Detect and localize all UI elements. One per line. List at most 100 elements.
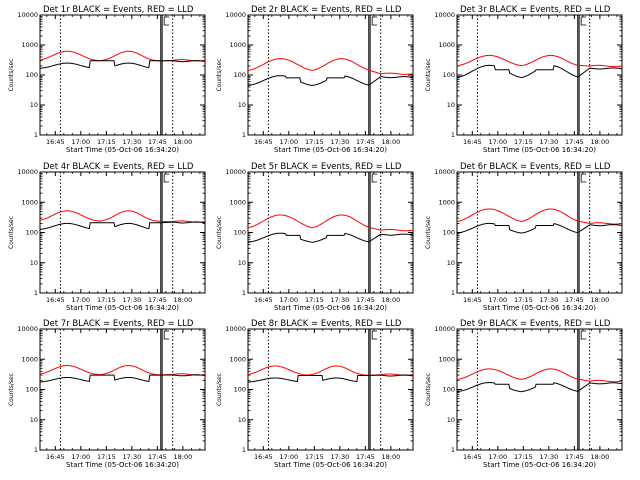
x-tick-label: 17:00 [71,296,90,304]
plot-frame [247,328,414,451]
x-tick-label: 17:15 [97,296,116,304]
x-tick-label: 18:00 [591,296,610,304]
y-tick-label: 10 [30,101,38,109]
x-tick-label: 16:45 [254,138,273,146]
marker-bracket [580,173,587,183]
panel-title: Det 5r BLACK = Events, RED = LLD [251,162,402,172]
x-axis-label: Start Time (05-Oct-06 16:34:20) [274,146,387,154]
x-tick-label: 17:45 [565,138,584,146]
series-events-line [456,64,623,79]
y-tick-label: 100 [26,71,38,79]
y-axis-label: Counts/sec [8,373,15,406]
y-tick-label: 10000 [434,11,455,19]
y-tick-label: 1 [242,446,246,454]
series-events-line [247,232,414,243]
panel-1: Det 1r BLACK = Events, RED = LLD 1 10 100 10… [8,5,206,154]
x-tick-label: 18:00 [382,296,401,304]
y-tick-label: 1000 [438,41,455,49]
x-tick-label: 16:45 [46,138,65,146]
series-events-line [247,75,414,86]
series-events-line [39,60,206,69]
y-tick-label: 10 [447,259,455,267]
y-tick-label: 1000 [229,198,246,206]
series-lld-line [247,214,414,232]
y-tick-label: 10000 [17,325,38,333]
y-tick-label: 10000 [434,325,455,333]
y-tick-label: 100 [26,229,38,237]
panel-title: Det 7r BLACK = Events, RED = LLD [43,319,194,329]
panel-7: Det 7r BLACK = Events, RED = LLD 1 10 100 10… [8,319,206,469]
series-events-line [456,382,623,393]
panel-title: Det 1r BLACK = Events, RED = LLD [43,5,194,15]
marker-bracket [371,173,378,183]
x-axis-label: Start Time (05-Oct-06 16:34:20) [483,461,596,469]
panel-3: Det 3r BLACK = Events, RED = LLD 1 10 100 10… [425,5,623,154]
y-tick-label: 100 [26,386,38,394]
marker-bracket [163,330,170,340]
x-tick-label: 16:45 [46,296,65,304]
y-tick-label: 10 [30,416,38,424]
x-tick-label: 17:45 [148,138,167,146]
y-tick-label: 10 [447,101,455,109]
y-tick-label: 1 [34,131,38,139]
y-tick-label: 10 [238,101,246,109]
marker-bracket [580,16,587,26]
x-tick-label: 16:45 [463,296,482,304]
y-axis-label: Counts/sec [8,58,15,91]
x-tick-label: 17:45 [356,453,375,461]
x-tick-label: 17:30 [539,296,558,304]
x-tick-label: 17:00 [488,453,507,461]
x-tick-label: 17:00 [71,453,90,461]
x-tick-label: 18:00 [174,296,193,304]
y-tick-label: 100 [234,386,246,394]
plot-frame [456,171,623,294]
x-tick-label: 17:15 [514,138,533,146]
y-tick-label: 10 [238,259,246,267]
y-axis-label: Counts/sec [216,373,223,406]
series-lld-line [39,364,206,376]
x-tick-label: 17:15 [305,138,324,146]
y-tick-label: 10000 [17,168,38,176]
x-tick-label: 17:45 [565,453,584,461]
y-tick-label: 100 [234,71,246,79]
x-tick-label: 18:00 [591,453,610,461]
plot-frame [39,14,206,136]
y-tick-label: 1 [451,446,455,454]
x-tick-label: 18:00 [174,138,193,146]
y-tick-label: 10 [30,259,38,267]
x-axis-label: Start Time (05-Oct-06 16:34:20) [483,146,596,154]
x-axis-label: Start Time (05-Oct-06 16:34:20) [66,304,179,312]
marker-bracket [580,330,587,340]
y-tick-label: 100 [443,386,455,394]
y-axis-label: Counts/sec [8,216,15,249]
plot-frame [247,171,414,294]
panel-title: Det 4r BLACK = Events, RED = LLD [43,162,194,172]
x-tick-label: 17:00 [279,138,298,146]
y-tick-label: 10000 [434,168,455,176]
x-tick-label: 17:45 [148,453,167,461]
y-tick-label: 10000 [17,11,38,19]
panel-2: Det 2r BLACK = Events, RED = LLD 1 10 100 10… [216,5,414,154]
panel-6: Det 6r BLACK = Events, RED = LLD 1 10 100 10… [425,162,623,312]
x-tick-label: 17:30 [330,296,349,304]
y-tick-label: 1000 [229,355,246,363]
x-axis-label: Start Time (05-Oct-06 16:34:20) [66,146,179,154]
x-tick-label: 16:45 [46,453,65,461]
y-axis-label: Counts/sec [425,373,432,406]
marker-bracket [163,173,170,183]
series-lld-line [39,50,206,62]
y-axis-label: Counts/sec [216,58,223,91]
plot-frame [456,14,623,136]
panel-title: Det 2r BLACK = Events, RED = LLD [251,5,402,15]
series-lld-line [456,208,623,225]
panel-title: Det 8r BLACK = Events, RED = LLD [251,319,402,329]
y-tick-label: 1000 [438,198,455,206]
y-tick-label: 1000 [21,41,38,49]
x-tick-label: 18:00 [174,453,193,461]
x-tick-label: 17:00 [279,296,298,304]
x-tick-label: 18:00 [591,138,610,146]
y-tick-label: 100 [443,71,455,79]
series-lld-line [247,58,414,75]
x-tick-label: 17:15 [305,453,324,461]
